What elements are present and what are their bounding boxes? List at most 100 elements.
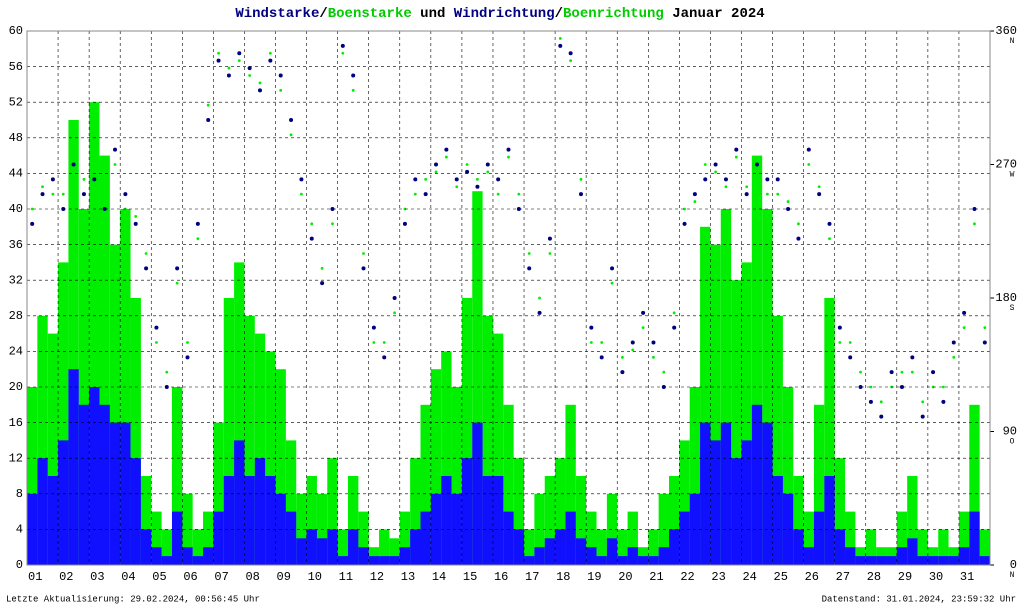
direction-point [455,185,459,189]
direction-point [973,222,976,226]
y2-tick-label: 90 [1003,425,1017,439]
bar [575,538,587,565]
bar [845,511,856,565]
bar [358,547,369,565]
bar [575,476,587,565]
y2-tick-label: 180 [995,291,1017,305]
direction-point [828,237,831,241]
direction-point [734,147,739,152]
bar [834,458,846,565]
direction-point [610,281,614,285]
x-tick-label: 18 [556,570,570,584]
bar [161,529,172,565]
direction-point [309,236,314,241]
x-tick-label: 04 [121,570,135,584]
bar [700,226,711,566]
direction-point [82,177,86,181]
bar [503,404,514,565]
y-tick-label: 60 [9,24,23,38]
direction-point [195,221,200,226]
bar [731,458,742,565]
direction-point [692,192,697,197]
y2-tick-label: 270 [995,158,1017,172]
bar [151,547,162,565]
x-tick-label: 15 [463,570,477,584]
bar [627,511,638,565]
y-tick-label: 52 [9,95,23,109]
x-tick-label: 24 [742,570,756,584]
direction-point [155,341,158,344]
direction-point [133,221,138,226]
bar [99,404,110,565]
direction-point [341,51,345,55]
direction-point [175,266,180,271]
bar [47,476,59,565]
bar [648,556,659,565]
bar [834,529,846,565]
direction-point [371,325,376,330]
title-part: / [319,6,327,22]
direction-point [703,177,708,182]
direction-point [724,185,728,189]
bar [741,440,752,565]
direction-point [268,58,273,63]
bar [927,556,939,565]
title-part: Januar 2024 [664,6,765,22]
direction-point [102,207,107,211]
direction-point [61,192,65,196]
direction-point [92,163,96,166]
bar [37,458,48,565]
bar [938,556,949,565]
direction-point [682,221,687,226]
direction-point [300,192,303,196]
direction-point [237,59,241,63]
direction-point [776,192,780,196]
direction-point [765,192,769,196]
direction-point [600,341,604,344]
bar [958,547,970,565]
direction-point [942,385,945,389]
direction-point [693,200,697,203]
direction-point [868,399,873,404]
direction-point [548,252,552,255]
x-tick-label: 03 [90,570,104,584]
direction-point [186,341,189,344]
y-tick-label: 4 [16,523,23,537]
direction-point [92,177,97,182]
direction-point [361,266,366,271]
bar [596,556,607,565]
direction-point [299,177,304,182]
direction-point [465,169,470,174]
title-part: Boenrichtung [563,6,664,22]
direction-point [71,162,76,167]
bar [58,440,69,565]
direction-point [900,370,904,374]
direction-point [869,385,873,389]
direction-point [527,266,532,271]
bar [896,547,908,565]
direction-point [920,414,925,419]
direction-point [475,184,480,189]
direction-point [413,177,418,182]
bar [275,369,286,565]
direction-point [392,296,397,300]
direction-point [144,266,149,271]
y-tick-label: 16 [9,416,23,430]
direction-point [899,385,904,389]
bar [410,458,421,565]
x-tick-label: 08 [245,570,259,584]
direction-point [837,325,842,330]
direction-point [362,252,365,255]
direction-point [723,177,728,182]
bar [130,458,141,565]
bar [772,476,783,565]
y-tick-label: 36 [9,238,23,252]
direction-point [621,355,624,359]
direction-point [848,341,852,344]
direction-point [393,311,396,315]
bar [171,387,183,565]
direction-point [952,355,956,359]
bar [689,387,701,565]
x-tick-label: 27 [836,570,850,584]
bar [161,556,172,565]
